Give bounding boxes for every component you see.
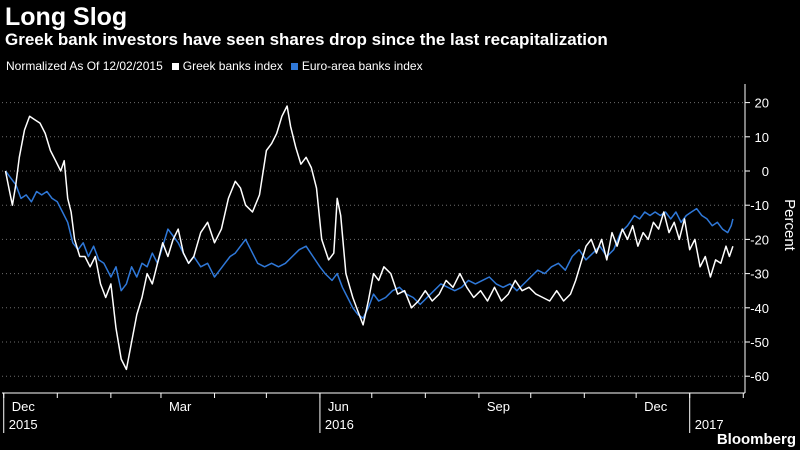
y-tick-label: -20 (750, 232, 769, 247)
y-tick-label: 0 (762, 164, 769, 179)
y-tick-label: -60 (750, 369, 769, 384)
chart-title: Long Slog (5, 3, 128, 31)
legend-swatch-euro (290, 62, 298, 70)
x-tick-label-year: 2016 (325, 417, 354, 432)
legend: Normalized As Of 12/02/2015 Greek banks … (6, 59, 431, 73)
legend-entry-greek: Greek banks index (171, 59, 283, 73)
legend-entry-euro: Euro-area banks index (290, 59, 423, 73)
y-tick-label: -10 (750, 198, 769, 213)
y-tick-label: -40 (750, 301, 769, 316)
y-tick-label: -50 (750, 335, 769, 350)
y-tick-label: 10 (755, 130, 769, 145)
y-axis-label: Percent (781, 199, 798, 252)
normalization-note: Normalized As Of 12/02/2015 (6, 59, 163, 73)
series-line-greek-banks (4, 105, 734, 371)
chart-subtitle: Greek bank investors have seen shares dr… (5, 30, 608, 49)
y-tick-label: 20 (755, 96, 769, 111)
bloomberg-logo: Bloomberg (716, 431, 796, 448)
x-tick-label-year: 2015 (9, 417, 38, 432)
x-tick-label-month: Mar (169, 399, 192, 414)
x-tick-label-month: Dec (644, 399, 668, 414)
x-tick-label-year: 2017 (695, 417, 724, 432)
legend-label-euro: Euro-area banks index (301, 59, 423, 73)
legend-swatch-greek (171, 62, 179, 70)
x-tick-label-month: Dec (12, 399, 36, 414)
legend-label-greek: Greek banks index (182, 59, 283, 73)
x-tick-label-month: Sep (487, 399, 510, 414)
series-line-euro-area-banks (4, 170, 734, 319)
y-tick-label: -30 (750, 267, 769, 282)
x-tick-label-month: Jun (328, 399, 349, 414)
